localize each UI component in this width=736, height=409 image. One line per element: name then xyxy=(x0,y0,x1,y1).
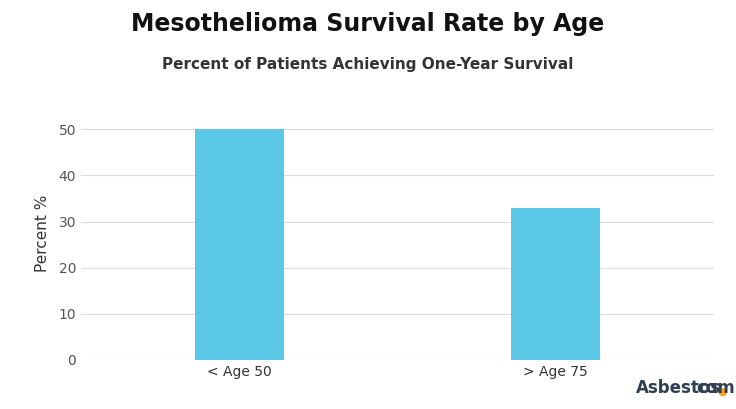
Text: ●: ● xyxy=(718,387,727,397)
Text: Mesothelioma Survival Rate by Age: Mesothelioma Survival Rate by Age xyxy=(131,12,605,36)
Text: Percent of Patients Achieving One-Year Survival: Percent of Patients Achieving One-Year S… xyxy=(163,57,573,72)
Text: Asbestos: Asbestos xyxy=(636,379,721,397)
Bar xyxy=(195,129,283,360)
Text: com: com xyxy=(696,379,735,397)
Bar xyxy=(512,208,600,360)
Y-axis label: Percent %: Percent % xyxy=(35,194,50,272)
